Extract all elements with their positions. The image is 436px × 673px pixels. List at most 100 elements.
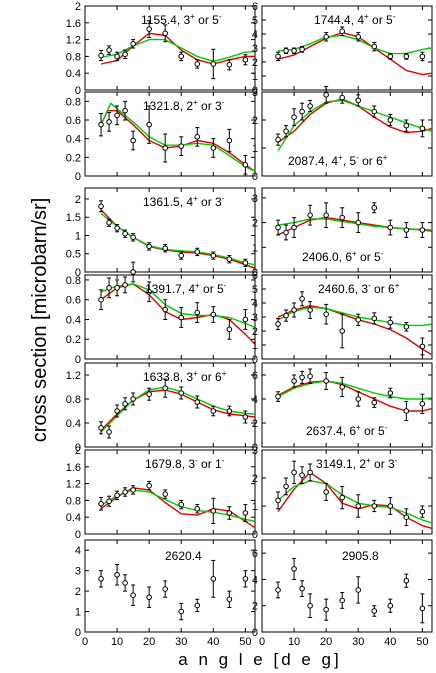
- data-point: [122, 580, 128, 586]
- y-tick-label: 0.4: [66, 134, 81, 146]
- data-point: [387, 503, 394, 509]
- y-tick-label: 0.4: [66, 68, 81, 80]
- data-point: [162, 145, 168, 151]
- data-point: [371, 315, 378, 322]
- green-curve: [100, 38, 256, 63]
- data-point: [323, 92, 329, 98]
- data-point: [226, 408, 233, 414]
- data-point: [242, 56, 249, 63]
- data-point: [355, 219, 362, 226]
- data-point: [299, 472, 305, 479]
- panel-label: 2637.4, 6+ or 5-: [306, 423, 388, 438]
- panel-label: 2406.0, 6+ or 5-: [302, 249, 384, 264]
- panel-frame: [84, 539, 256, 633]
- data-point: [146, 289, 152, 295]
- data-point: [194, 506, 201, 512]
- panel-label: 1679.8, 3- or 1-: [145, 456, 225, 471]
- panel: 0 0.2 0.4 0.6 0.8 1391.7, 4+ or 5-: [66, 261, 256, 366]
- data-point: [106, 219, 112, 226]
- y-tick-label: 6: [252, 270, 258, 282]
- panel: 0 0.4 0.8 1.2 1633.8, 3+ or 6+: [66, 362, 256, 454]
- data-point: [162, 245, 168, 252]
- data-point: [307, 602, 313, 609]
- data-point: [242, 316, 249, 323]
- data-point: [275, 224, 281, 231]
- panel: 0 0.4 0.8 1.2 1.6 2 1155.4, 3+ or 5-: [66, 1, 256, 97]
- y-tick-label: 2: [252, 57, 258, 69]
- data-point: [419, 227, 426, 233]
- data-point: [98, 52, 104, 59]
- y-tick-label: 0.8: [66, 495, 81, 507]
- data-point: [403, 514, 410, 521]
- data-point: [403, 577, 410, 584]
- y-tick-label: 1: [252, 71, 258, 83]
- panel-label: 2087.4, 4+, 5- or 6+: [288, 153, 388, 168]
- data-point: [122, 230, 128, 237]
- data-point: [371, 108, 378, 115]
- data-point: [323, 311, 329, 318]
- data-point: [323, 606, 329, 613]
- panel-frame: [84, 91, 256, 177]
- y-tick-label: 0: [252, 529, 258, 541]
- data-point: [106, 285, 112, 291]
- data-point: [403, 408, 410, 414]
- data-point: [106, 119, 112, 125]
- data-point: [242, 260, 249, 266]
- y-tick-label: 2: [75, 194, 81, 206]
- data-point: [178, 608, 185, 615]
- data-point: [339, 328, 345, 334]
- x-tick-label: 10: [111, 636, 123, 648]
- data-point: [226, 326, 233, 333]
- data-point: [178, 252, 185, 259]
- data-point: [371, 503, 378, 509]
- data-point: [339, 214, 345, 221]
- y-tick-label: 2: [75, 586, 81, 598]
- data-point: [275, 587, 281, 593]
- y-tick-label: 2: [252, 115, 258, 127]
- data-point: [178, 53, 185, 60]
- data-point: [339, 94, 345, 101]
- data-point: [122, 51, 128, 58]
- data-point: [419, 605, 426, 612]
- data-point: [371, 43, 378, 50]
- panel-frame: [84, 274, 256, 360]
- y-tick-label: 2: [252, 473, 258, 485]
- data-point: [146, 594, 152, 601]
- data-point: [291, 224, 297, 231]
- data-point: [194, 61, 201, 67]
- data-point: [307, 373, 313, 380]
- data-point: [114, 408, 120, 414]
- y-tick-label: 4: [252, 394, 258, 406]
- x-tick-label: 40: [384, 636, 396, 648]
- panel: 0 0.5 1 1.5 2 1361.5, 4+ or 3-: [66, 187, 256, 279]
- y-tick-label: 0: [252, 627, 258, 639]
- data-point: [162, 586, 168, 592]
- data-point: [178, 390, 185, 396]
- panel-frame: [84, 187, 256, 273]
- y-tick-label: 3: [252, 87, 258, 99]
- panel: 0 1 2 3 2087.4, 4+, 5- or 6+: [252, 85, 433, 183]
- y-tick-label: 1: [252, 340, 258, 352]
- red-curve: [277, 305, 433, 356]
- data-point: [98, 203, 104, 210]
- y-tick-label: 5: [252, 284, 258, 296]
- data-point: [122, 107, 128, 114]
- data-point: [355, 34, 362, 40]
- y-tick-label: 3: [252, 445, 258, 457]
- y-tick-label: 4: [252, 29, 258, 41]
- green-curve: [277, 380, 433, 400]
- data-point: [114, 53, 120, 60]
- y-tick-label: 0: [75, 529, 81, 541]
- y-tick-label: 1: [252, 143, 258, 155]
- y-tick-label: 0.2: [66, 152, 81, 164]
- panel: 0 1 2 3 4 5 6 2460.6, 3- or 6+: [252, 270, 433, 366]
- panel: 0 0.4 0.8 1.2 1.6 2 1679.8, 3- or 1-: [66, 445, 256, 541]
- y-tick-label: 0: [252, 171, 258, 183]
- data-point: [242, 414, 249, 420]
- panel: 0 1 2 3 2406.0, 6+ or 5-: [252, 187, 433, 279]
- data-point: [226, 256, 233, 263]
- data-point: [162, 385, 168, 392]
- panel-label: 1633.8, 3+ or 6+: [143, 369, 227, 384]
- x-tick-label: 20: [143, 636, 155, 648]
